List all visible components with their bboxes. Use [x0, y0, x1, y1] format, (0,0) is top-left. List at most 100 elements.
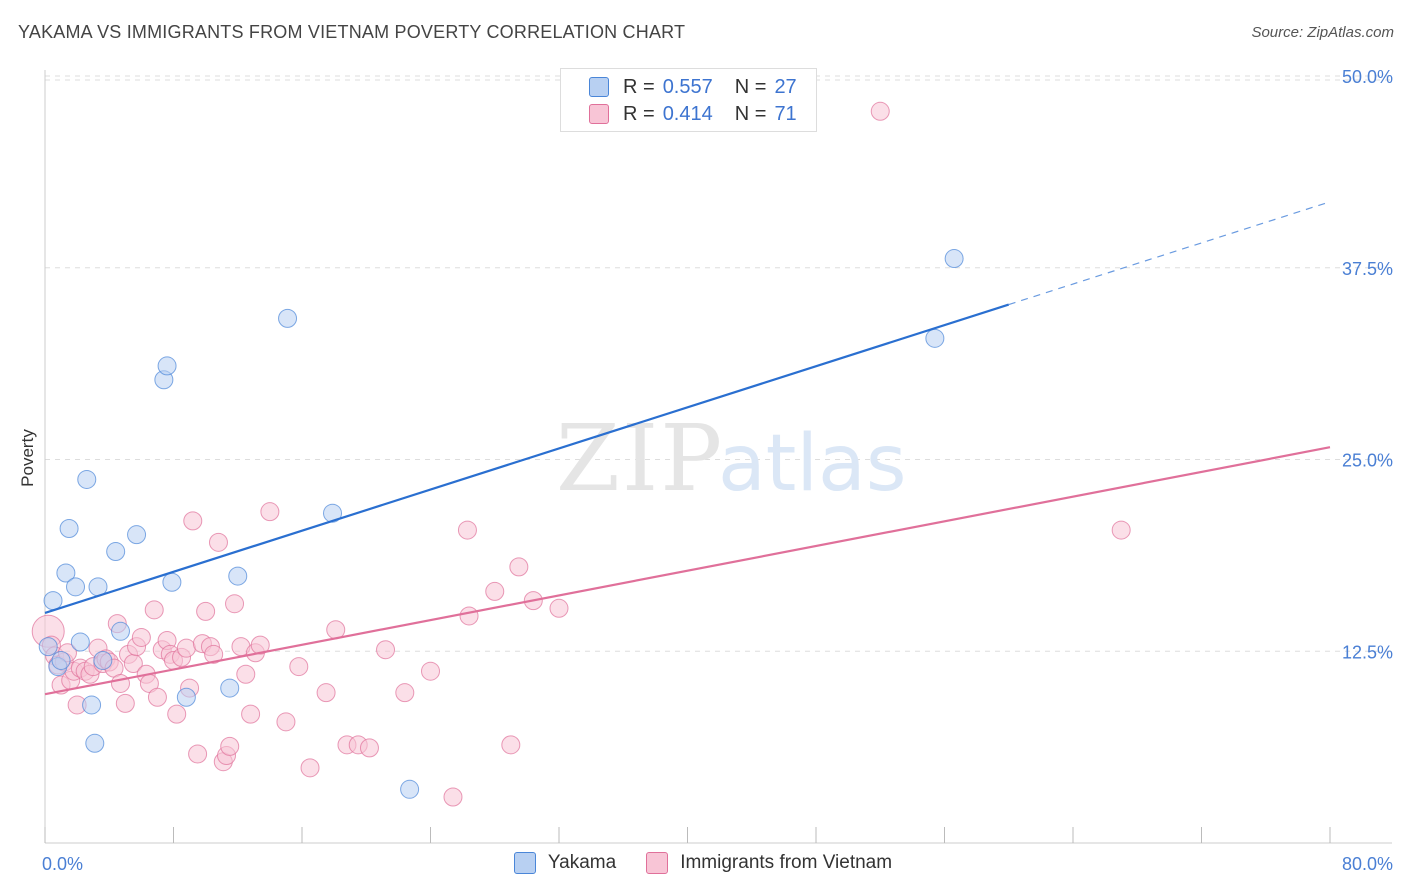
data-point — [549, 598, 569, 618]
data-point — [944, 249, 964, 269]
axes — [44, 70, 1392, 844]
data-point — [316, 683, 336, 703]
data-point — [70, 632, 90, 652]
data-point — [225, 594, 245, 614]
data-point — [51, 650, 71, 670]
yakama-legend-label: Yakama — [547, 852, 617, 873]
data-point — [241, 704, 261, 724]
n-label: N = — [734, 102, 767, 125]
data-point — [870, 101, 890, 121]
data-point — [236, 664, 256, 684]
data-point — [457, 520, 477, 540]
data-point — [59, 519, 79, 539]
data-point — [167, 704, 187, 724]
data-point — [204, 644, 224, 664]
data-point — [38, 637, 58, 657]
data-point — [157, 356, 177, 376]
data-point — [176, 638, 196, 658]
data-point — [93, 650, 113, 670]
trend-lines — [44, 201, 1331, 696]
watermark: ZIP atlas — [556, 405, 907, 512]
series-legend: Yakama Immigrants from Vietnam — [0, 852, 1406, 874]
vietnam-legend-label: Immigrants from Vietnam — [680, 852, 893, 873]
legend-row-yakama: R = 0.557 N = 27 — [589, 74, 797, 100]
x-tick-label: 0.0% — [42, 854, 83, 874]
data-point — [220, 678, 240, 698]
data-point — [82, 695, 102, 715]
data-point — [147, 687, 167, 707]
data-point — [509, 557, 529, 577]
vietnam-legend-swatch — [646, 852, 669, 874]
data-points — [31, 101, 1131, 807]
data-point — [300, 758, 320, 778]
legend-item-vietnam: Immigrants from Vietnam — [646, 852, 892, 874]
data-point — [162, 572, 182, 592]
data-point — [421, 661, 440, 681]
vietnam-trend-line — [44, 446, 1331, 696]
data-point — [228, 566, 248, 586]
data-point — [395, 683, 415, 703]
data-point — [400, 779, 420, 799]
yakama-swatch — [589, 77, 609, 97]
data-point — [144, 600, 164, 620]
y-tick-label: 37.5% — [1342, 259, 1393, 279]
data-point — [183, 511, 203, 531]
data-point — [443, 787, 463, 807]
y-tick-label: 25.0% — [1342, 451, 1393, 471]
data-point — [196, 601, 216, 621]
data-point — [260, 502, 280, 522]
yakama-r-value: 0.557 — [662, 75, 713, 98]
y-axis-label: Poverty — [18, 429, 37, 487]
legend-item-yakama: Yakama — [513, 852, 617, 874]
series-points-yakama — [38, 249, 964, 799]
yakama-trend-line — [44, 303, 1010, 614]
n-label: N = — [734, 75, 767, 98]
watermark-atlas: atlas — [718, 419, 907, 509]
yakama-trend-extension — [1008, 201, 1331, 306]
data-point — [276, 712, 296, 732]
chart-source: Source: ZipAtlas.com — [1251, 24, 1394, 41]
data-point — [278, 308, 298, 328]
yakama-n-value: 27 — [774, 75, 797, 98]
watermark-zip: ZIP — [556, 405, 724, 512]
data-point — [66, 577, 86, 597]
correlation-legend: R = 0.557 N = 27 R = 0.414 N = 71 — [560, 68, 817, 132]
x-tick-label: 80.0% — [1342, 854, 1393, 874]
vietnam-r-value: 0.414 — [662, 102, 713, 125]
data-point — [115, 693, 135, 713]
data-point — [485, 581, 505, 601]
yakama-legend-swatch — [513, 852, 536, 874]
chart-title: YAKAMA VS IMMIGRANTS FROM VIETNAM POVERT… — [18, 22, 686, 42]
data-point — [127, 525, 147, 545]
data-point — [110, 673, 130, 693]
r-label: R = — [623, 102, 655, 125]
data-point — [43, 591, 63, 611]
data-point — [925, 328, 945, 348]
vietnam-n-value: 71 — [774, 102, 797, 125]
vietnam-swatch — [589, 104, 609, 124]
data-point — [188, 744, 208, 764]
data-point — [501, 735, 521, 755]
data-point — [131, 627, 151, 647]
data-point — [208, 532, 228, 552]
legend-row-vietnam: R = 0.414 N = 71 — [589, 101, 797, 127]
data-point — [376, 640, 396, 660]
data-point — [56, 563, 76, 583]
data-point — [459, 606, 479, 626]
data-point — [106, 542, 126, 562]
tick-labels: 12.5% 25.0% 37.5% 50.0% 0.0% 80.0% — [42, 67, 1393, 874]
series-points-vietnam — [31, 101, 1131, 807]
data-point — [289, 657, 309, 677]
data-point — [85, 733, 105, 753]
data-point — [176, 687, 196, 707]
data-point — [359, 738, 379, 758]
y-tick-label: 50.0% — [1342, 67, 1393, 87]
data-point — [323, 503, 343, 523]
data-point — [110, 621, 130, 641]
y-tick-label: 12.5% — [1342, 642, 1393, 662]
data-point — [250, 635, 270, 655]
data-point — [77, 469, 97, 489]
r-label: R = — [623, 75, 655, 98]
data-point — [1111, 520, 1131, 540]
